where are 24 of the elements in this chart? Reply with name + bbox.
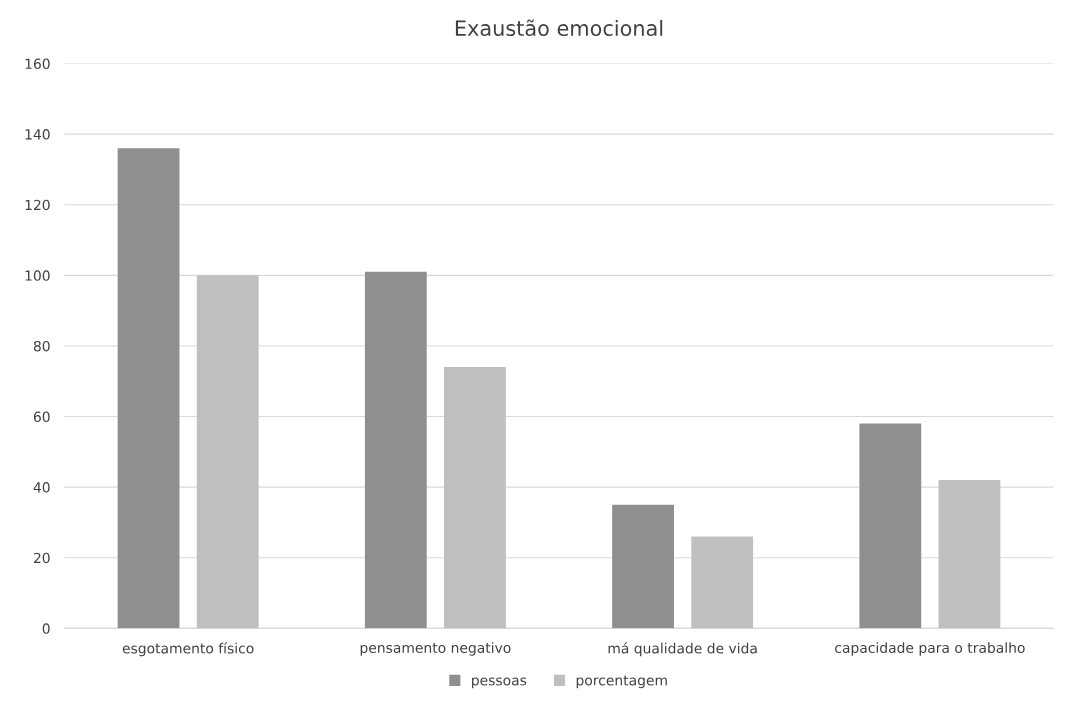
y-tick-label: 140 [25,129,50,140]
y-tick-label: 120 [25,199,50,211]
y-tick-label: 100 [25,270,50,281]
y-tick-label: 80 [33,340,50,352]
bar [938,480,1001,629]
y-tick-label: 0 [42,623,50,634]
x-tick-label: capacidade para o trabalho [835,642,1025,656]
bar [859,423,922,629]
x-tick-label: pensamento negativo [360,642,511,656]
y-tick-label: 160 [25,58,50,70]
bar [196,275,259,629]
legend-label: porcentagem [576,675,667,689]
bar [612,504,674,629]
chart-title: Exaustão emocional [455,19,663,37]
bar [364,271,427,629]
x-tick-label: esgotamento físico [122,642,254,657]
legend-label: pessoas [472,677,527,689]
y-tick-label: 40 [33,482,50,493]
y-tick-label: 60 [33,411,50,423]
bar [691,536,754,629]
y-tick-label: 20 [33,552,50,564]
bar [117,148,180,629]
x-tick-label: má qualidade de vida [608,642,757,657]
bar [444,367,506,629]
